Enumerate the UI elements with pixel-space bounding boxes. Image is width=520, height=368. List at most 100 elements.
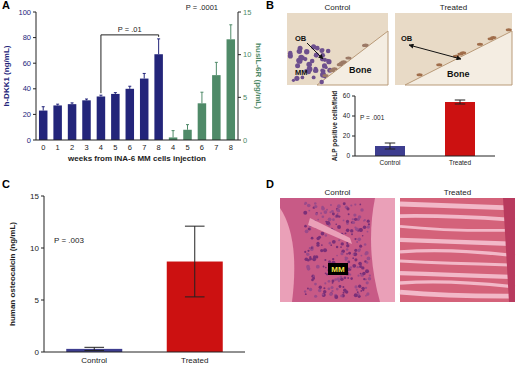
bar [97,96,106,140]
error-bar [157,39,160,54]
cell [340,246,342,248]
error-bar [71,103,74,104]
cell [353,253,355,255]
cell [359,248,361,250]
cell [336,208,340,212]
panel-letter: C [2,178,10,190]
cell [319,80,323,84]
marks [66,226,223,352]
osteoblast [417,73,423,76]
fiber [400,292,515,296]
y2-tick-label: 5 [243,93,247,102]
cell [324,282,326,284]
osteoblast [345,57,351,60]
x-tick-label: Treated [449,159,472,166]
cell [367,220,370,223]
cell [346,207,349,210]
cell [367,225,370,228]
cell [365,295,367,297]
error-bar [143,73,146,78]
bone-area [405,31,512,85]
image-label: Bone [349,65,372,75]
y-axis [44,196,45,352]
y2-tick [238,140,241,141]
bar [39,111,48,140]
cell [320,68,324,72]
cell [362,289,364,291]
error-bar [385,143,396,149]
cell [352,264,356,268]
y-axis-label: h-DKK1 (ng/mL) [2,45,11,106]
cell [322,294,324,296]
cell [309,247,311,249]
cell [308,210,310,212]
cell [367,257,371,261]
cell [304,203,306,205]
bar [68,104,77,140]
cell [363,278,365,280]
trabecula [280,208,294,302]
image-label: Bone [447,69,470,79]
cell [305,229,309,233]
cell [303,211,307,215]
panel-letter: B [266,0,274,11]
y2-tick-label: 10 [243,50,251,59]
y2-tick [238,54,241,55]
osteoblast [362,44,368,47]
cell [326,59,329,62]
cell [350,229,353,232]
cell [354,249,357,252]
cell [316,244,319,247]
cell [359,245,362,248]
y2-tick [238,97,241,98]
x-tick-label: Control [380,159,402,166]
cell [304,251,306,253]
histology [280,198,395,302]
y-tick-label: 0 [27,136,31,145]
y-tick [352,156,355,157]
bone-area [317,31,388,85]
cell [368,277,372,281]
error-bar [56,104,59,105]
cell [343,292,345,294]
panel-letter: D [266,178,274,190]
micrograph [395,13,512,85]
cell [330,286,333,289]
cell [364,219,366,221]
cell [305,293,307,295]
cell [345,232,347,234]
cell [346,257,348,259]
cell [322,293,326,297]
cell [365,287,367,289]
cell [352,221,355,224]
bar [111,94,120,140]
cell [346,220,349,223]
cell [312,257,316,261]
image-label: MM [331,265,345,274]
osteoblast [331,67,337,70]
error-bar [215,62,218,75]
y-tick-label: 10 [30,244,39,253]
pointer-arrow [307,43,323,59]
cell [354,226,356,228]
cell [350,229,353,232]
bar [445,102,475,156]
pointer-arrow [409,45,461,59]
cell [352,218,354,220]
cell [337,204,341,208]
cell [328,217,332,221]
fiber [400,273,515,277]
cell [341,242,344,245]
cell [354,238,356,240]
cell [329,292,333,296]
cell [353,252,357,256]
annotation: P = .01 [118,25,142,34]
y-axis-label: human osteocalcin (ng/mL) [8,222,17,326]
image-caption: Control [325,188,351,197]
cell [307,259,310,262]
y-tick-label: 40 [23,84,31,93]
cell [348,213,350,215]
error-bar [99,95,102,96]
cell [329,242,332,245]
cell [342,286,344,288]
